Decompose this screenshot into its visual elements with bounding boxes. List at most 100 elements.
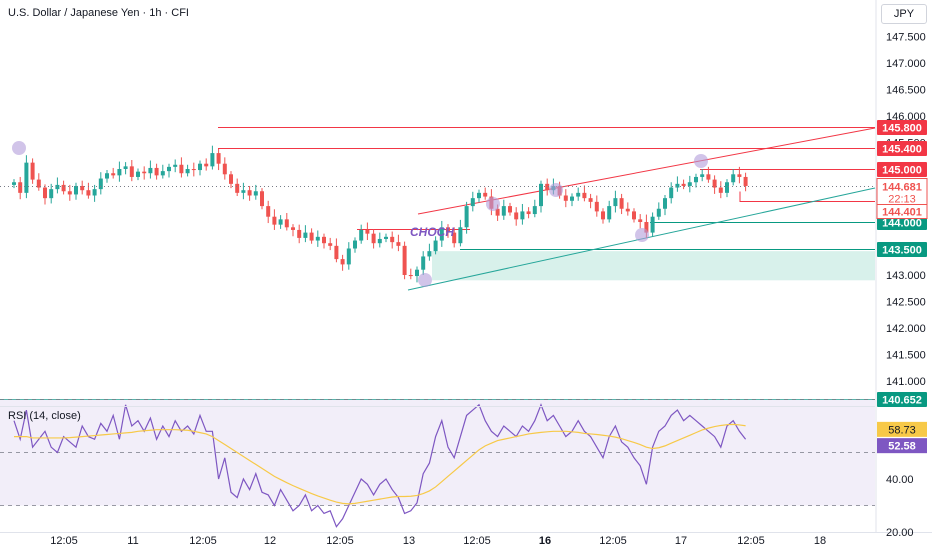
candle-body[interactable] [142,171,147,174]
candle-body[interactable] [105,173,109,179]
candle-body[interactable] [464,206,469,228]
candle-body[interactable] [427,251,432,257]
candle-body[interactable] [303,232,308,238]
candle-body[interactable] [446,227,450,233]
candle-body[interactable] [384,236,388,239]
candle-body[interactable] [514,212,519,220]
candle-body[interactable] [669,187,674,199]
candle-body[interactable] [30,162,35,180]
time-axis[interactable]: 12:05 11 12:05 12 12:05 13 12:05 16 12:05 17 12:05… [50,535,826,547]
candle-body[interactable] [49,189,54,199]
candle-body[interactable] [638,219,643,222]
candle-body[interactable] [501,206,506,216]
candle-body[interactable] [210,153,215,167]
candle-body[interactable] [687,182,692,186]
candle-body[interactable] [98,178,103,190]
candle-body[interactable] [656,208,661,217]
candle-body[interactable] [36,179,41,188]
candle-body[interactable] [365,229,370,234]
candle-body[interactable] [123,166,128,169]
candle-body[interactable] [625,208,630,212]
candle-body[interactable] [483,192,488,197]
candle-body[interactable] [539,183,543,207]
candle-body[interactable] [266,206,271,217]
candle-body[interactable] [309,232,314,241]
candle-body[interactable] [334,245,339,260]
level-144401-line[interactable] [739,191,875,202]
candle-body[interactable] [421,256,426,270]
candle-body[interactable] [415,269,419,277]
candle-body[interactable] [663,198,667,209]
candle-body[interactable] [92,189,97,196]
candle-body[interactable] [632,211,636,220]
candle-body[interactable] [396,242,401,246]
candle-body[interactable] [24,162,29,193]
candle-body[interactable] [315,236,320,241]
candle-body[interactable] [247,190,252,196]
candle-body[interactable] [346,248,351,265]
candle-body[interactable] [731,174,736,183]
candle-body[interactable] [737,174,742,177]
candle-body[interactable] [588,198,593,202]
candle-body[interactable] [532,206,537,215]
candle-body[interactable] [402,245,407,275]
candle-body[interactable] [80,185,85,191]
candle-body[interactable] [371,233,376,244]
candle-body[interactable] [390,236,395,243]
rsi-ma-line[interactable] [14,423,746,505]
candle-body[interactable] [241,190,246,193]
candle-body[interactable] [594,201,599,212]
candle-body[interactable] [136,171,140,177]
candle-body[interactable] [694,176,698,183]
candle-body[interactable] [204,163,209,167]
candle-body[interactable] [191,169,196,171]
candle-body[interactable] [563,195,568,201]
candle-body[interactable] [650,216,655,233]
candle-body[interactable] [495,208,500,216]
candle-body[interactable] [607,206,612,220]
candle-body[interactable] [198,163,202,171]
candle-body[interactable] [173,164,178,167]
candle-body[interactable] [712,179,717,188]
candle-body[interactable] [725,182,729,193]
candle-body[interactable] [545,183,550,191]
candle-body[interactable] [439,227,444,241]
candle-body[interactable] [408,275,413,277]
rsi-line[interactable] [13,403,747,528]
candle-body[interactable] [55,184,60,190]
demand-zone[interactable] [432,251,875,281]
candle-body[interactable] [185,169,190,174]
candle-body[interactable] [458,227,463,244]
candle-body[interactable] [216,153,221,164]
candle-body[interactable] [340,259,345,265]
candle-body[interactable] [433,240,438,252]
candle-body[interactable] [18,182,23,193]
candle-body[interactable] [706,174,711,180]
candle-body[interactable] [86,190,91,196]
candle-body[interactable] [284,219,289,228]
candle-body[interactable] [154,167,159,176]
candle-body[interactable] [644,222,649,233]
candle-body[interactable] [520,211,525,220]
rsi-pane[interactable] [0,399,875,528]
candle-body[interactable] [61,184,66,192]
candle-body[interactable] [291,227,295,230]
candle-body[interactable] [67,191,72,195]
candle-body[interactable] [675,183,680,188]
candle-body[interactable] [297,229,302,238]
price-pane[interactable] [0,127,876,400]
currency-selector[interactable]: JPY [881,4,927,24]
candle-body[interactable] [253,191,258,196]
candle-body[interactable] [179,164,184,174]
candle-body[interactable] [452,232,457,244]
candle-body[interactable] [322,236,326,244]
candle-body[interactable] [681,183,686,186]
candle-body[interactable] [377,238,382,244]
candle-body[interactable] [129,166,134,177]
candle-body[interactable] [148,167,153,174]
candle-body[interactable] [582,192,587,199]
candle-body[interactable] [43,187,47,199]
candle-body[interactable] [570,196,574,201]
